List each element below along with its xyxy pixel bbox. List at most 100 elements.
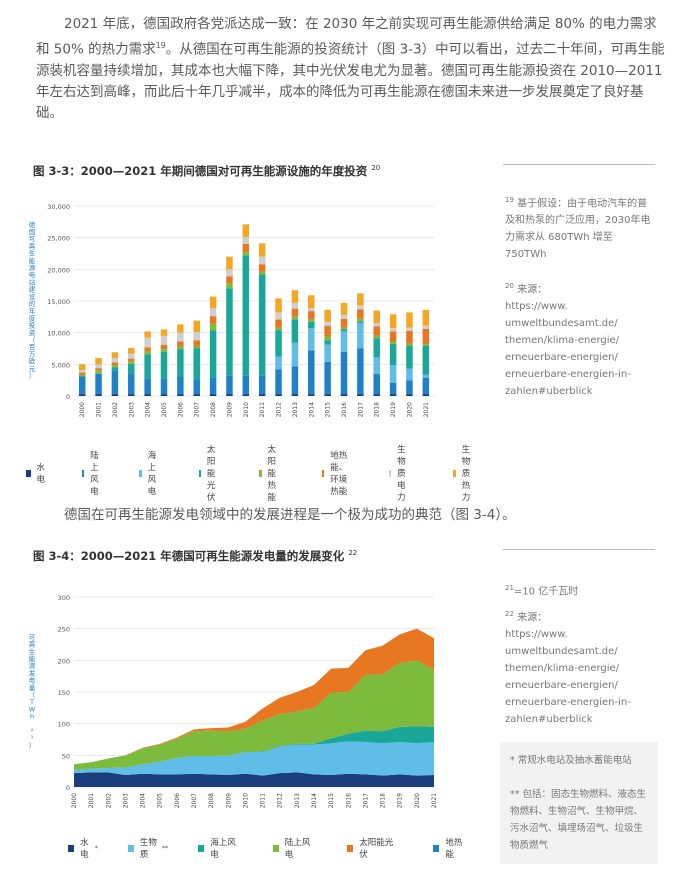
generation-area-chart: 0 50 100 150 200 250 300 可再生能源发电量（TWh ²¹） 2000 20… <box>29 594 438 808</box>
bar-segment <box>193 379 200 395</box>
bar-segment <box>177 394 184 396</box>
bar-segment <box>340 351 348 395</box>
footnote-20-link-line[interactable]: zahlen#uberblick <box>505 386 593 398</box>
footnote-22-link-line[interactable]: erneuerbare-energien-in- <box>505 697 631 709</box>
legend-item: 海上风电 <box>139 449 161 497</box>
svg-text:能: 能 <box>29 256 36 265</box>
footnote-20-link-line[interactable]: umweltbundesamt.de/ <box>505 318 618 330</box>
legend-swatch <box>453 469 456 477</box>
legend-item: 太阳能光伏 <box>198 443 222 503</box>
footnote-20-link-line[interactable]: https://www. <box>505 301 568 313</box>
svg-text:建: 建 <box>29 285 36 294</box>
bar-segment <box>177 332 184 342</box>
legend-swatch <box>272 844 279 852</box>
side-divider-bottom <box>503 549 655 550</box>
legend-swatch <box>81 469 85 477</box>
bar-segment <box>209 323 217 331</box>
footnote-20-link-line[interactable]: erneuerbare-energien/ <box>505 352 618 364</box>
bar-segment <box>291 290 299 303</box>
bar-segment <box>291 319 299 343</box>
bar-segment <box>340 329 348 332</box>
legend-item: 水电 <box>26 461 48 485</box>
bar-segment <box>193 345 200 349</box>
x-tick-label: 2011 <box>259 402 266 417</box>
bar-segment <box>357 293 364 306</box>
investment-bar-chart: 0 5,000 10,000 15,000 20,000 25,000 30,000 德国可再… <box>29 203 434 417</box>
bar-segment <box>78 376 86 395</box>
x-tick-label: 2016 <box>345 793 352 808</box>
bar-segment <box>111 364 119 368</box>
bar-segment <box>177 349 184 377</box>
bar-segment <box>373 338 380 358</box>
bar-segment <box>128 363 135 374</box>
bar-segment <box>308 295 315 308</box>
svg-text:设: 设 <box>29 292 36 301</box>
footnote-ref-22[interactable]: 22 <box>348 549 358 558</box>
bar-segment <box>357 305 364 310</box>
svg-text:量: 量 <box>29 684 36 692</box>
figure-3-4-title-text: 图 3-4：2000—2021 年德国可再生能源发电量的发展变化 <box>33 549 345 563</box>
footnote-22-link-line[interactable]: https://www. <box>505 629 568 641</box>
bar-segment <box>406 345 413 369</box>
legend-swatch <box>198 844 205 852</box>
bar-segment <box>242 237 250 244</box>
bar-segment <box>177 324 184 333</box>
svg-text:生: 生 <box>29 647 36 656</box>
footnote-20: 20 来源： https://www. umweltbundesamt.de/ … <box>505 278 657 400</box>
bar-segment <box>275 312 282 320</box>
figure-3-4-title: 图 3-4：2000—2021 年德国可再生能源发电量的发展变化 22 <box>33 548 357 564</box>
svg-text:）: ） <box>29 372 36 380</box>
x-tick-label: 2018 <box>374 402 381 417</box>
notes-box-biomass: ** 包括：固态生物燃料、液态生物燃料、生物沼气、生物甲烷、污水沼气、填埋场沼气… <box>510 789 647 851</box>
svg-text:资: 资 <box>29 328 36 337</box>
legend-item: 地热能、环境热能 <box>321 449 355 497</box>
bar-segment <box>128 358 135 362</box>
bar-segment <box>95 368 102 371</box>
legend-label: 地热能、环境热能 <box>330 451 348 497</box>
svg-text:百: 百 <box>29 343 36 351</box>
footnote-20-label: 来源： <box>517 284 548 296</box>
footnote-ref-20[interactable]: 20 <box>371 164 381 173</box>
bar-segment <box>406 330 413 344</box>
legend-item: 陆上风电 <box>81 449 104 497</box>
footnote-21-text: =10 亿千瓦时 <box>513 586 579 598</box>
bar-segment <box>357 323 364 349</box>
bar-segment <box>160 394 168 396</box>
y-tick-label: 150 <box>58 689 70 697</box>
bar-segment <box>373 357 380 374</box>
svg-text:可: 可 <box>29 633 36 641</box>
bar-segment <box>144 337 151 348</box>
legend-item: 陆上风电 <box>272 836 315 860</box>
mid-paragraph-text: 德国在可再生能源发电领域中的发展进程是一个极为成功的典范（图 3-4）。 <box>64 507 516 523</box>
svg-text:生: 生 <box>29 249 36 258</box>
y-tick-label: 30,000 <box>47 203 70 211</box>
bar-segment <box>357 321 364 324</box>
bar-segment <box>78 374 86 377</box>
footnote-22-link-line[interactable]: themen/klima-energie/ <box>505 663 620 675</box>
y-tick-label: 50 <box>62 752 70 760</box>
svg-text:可: 可 <box>29 235 36 243</box>
bar-segment <box>242 244 250 253</box>
svg-text:万: 万 <box>29 350 36 358</box>
footnote-22-link-line[interactable]: erneuerbare-energien/ <box>505 680 618 692</box>
bar-segment <box>209 330 217 378</box>
footnote-20-link-line[interactable]: themen/klima-energie/ <box>505 335 620 347</box>
notes-box-hydro: * 常规水电站及抽水蓄能电站 <box>510 755 632 766</box>
y-tick-label: 300 <box>58 594 70 602</box>
footnote-20-link-line[interactable]: erneuerbare-energien-in- <box>505 369 631 381</box>
bar-segment <box>308 321 315 329</box>
bar-segment <box>324 340 331 345</box>
footnote-ref-19[interactable]: 19 <box>155 41 166 50</box>
footnote-22-link-line[interactable]: zahlen#uberblick <box>505 714 593 726</box>
generation-chart-legend: 水电 * 生物质 ** 海上风电 陆上风电 太阳能光伏 地热能 <box>68 836 488 860</box>
bar-segment <box>144 331 151 338</box>
bar-segment <box>160 329 168 336</box>
bar-segment <box>111 394 119 396</box>
svg-text:（: （ <box>29 691 36 699</box>
legend-swatch <box>433 844 440 852</box>
bar-segment <box>291 394 299 396</box>
footnote-21-number: 21 <box>505 584 514 592</box>
footnote-22-link-line[interactable]: umweltbundesamt.de/ <box>505 646 618 658</box>
x-tick-label: 2014 <box>308 402 315 417</box>
footnote-19: 19 基于假设：由于电动汽车的普及和热泵的广泛应用，2030年电力需求从 680… <box>505 192 657 263</box>
